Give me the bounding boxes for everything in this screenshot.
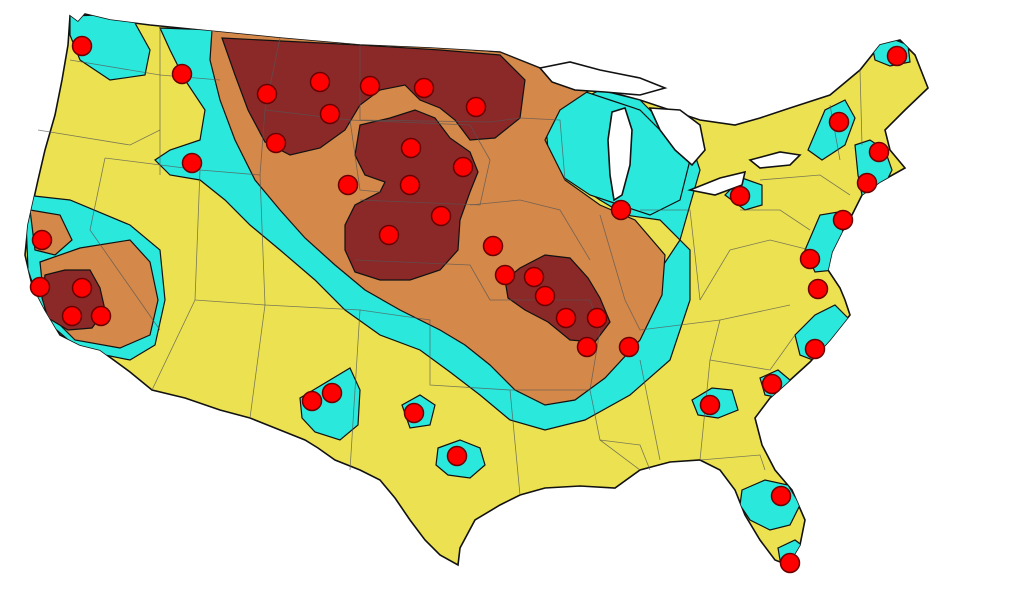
state-boundaries [37,25,863,496]
location-marker [61,305,83,327]
location-marker [301,390,323,412]
location-marker [321,382,343,404]
location-marker [430,205,452,227]
location-marker [807,278,829,300]
location-marker [828,111,850,133]
location-marker [576,336,598,358]
location-marker [403,402,425,424]
location-marker [319,103,341,125]
lake-superior [538,61,668,96]
location-marker [465,96,487,118]
location-marker [729,185,751,207]
location-marker [799,248,821,270]
location-marker [886,45,908,67]
location-marker [309,71,331,93]
location-marker [71,277,93,299]
location-marker [494,264,516,286]
location-marker [256,83,278,105]
location-marker [452,156,474,178]
location-marker [400,137,422,159]
marker-group [29,35,908,574]
location-marker [413,77,435,99]
location-marker [378,224,400,246]
location-marker [90,305,112,327]
location-marker [610,199,632,221]
great-lakes [538,61,802,202]
location-marker [761,373,783,395]
location-marker [359,75,381,97]
location-marker [399,174,421,196]
location-marker [586,307,608,329]
location-marker [832,209,854,231]
lake-ontario [748,151,802,169]
location-marker [181,152,203,174]
lake-michigan [607,107,633,202]
location-marker [804,338,826,360]
location-marker [555,307,577,329]
location-marker [482,235,504,257]
location-marker [171,63,193,85]
location-marker [868,141,890,163]
location-marker [29,276,51,298]
location-marker [265,132,287,154]
location-marker [337,174,359,196]
location-marker [618,336,640,358]
lake-erie [687,170,747,196]
location-marker [770,485,792,507]
location-marker [523,266,545,288]
location-marker [779,552,801,574]
zone-cyan-new-mexico [299,367,361,441]
location-marker [446,445,468,467]
location-marker [699,394,721,416]
location-marker [856,172,878,194]
location-marker [534,285,556,307]
lake-huron [648,107,706,167]
location-marker [31,229,53,251]
location-marker [71,35,93,57]
